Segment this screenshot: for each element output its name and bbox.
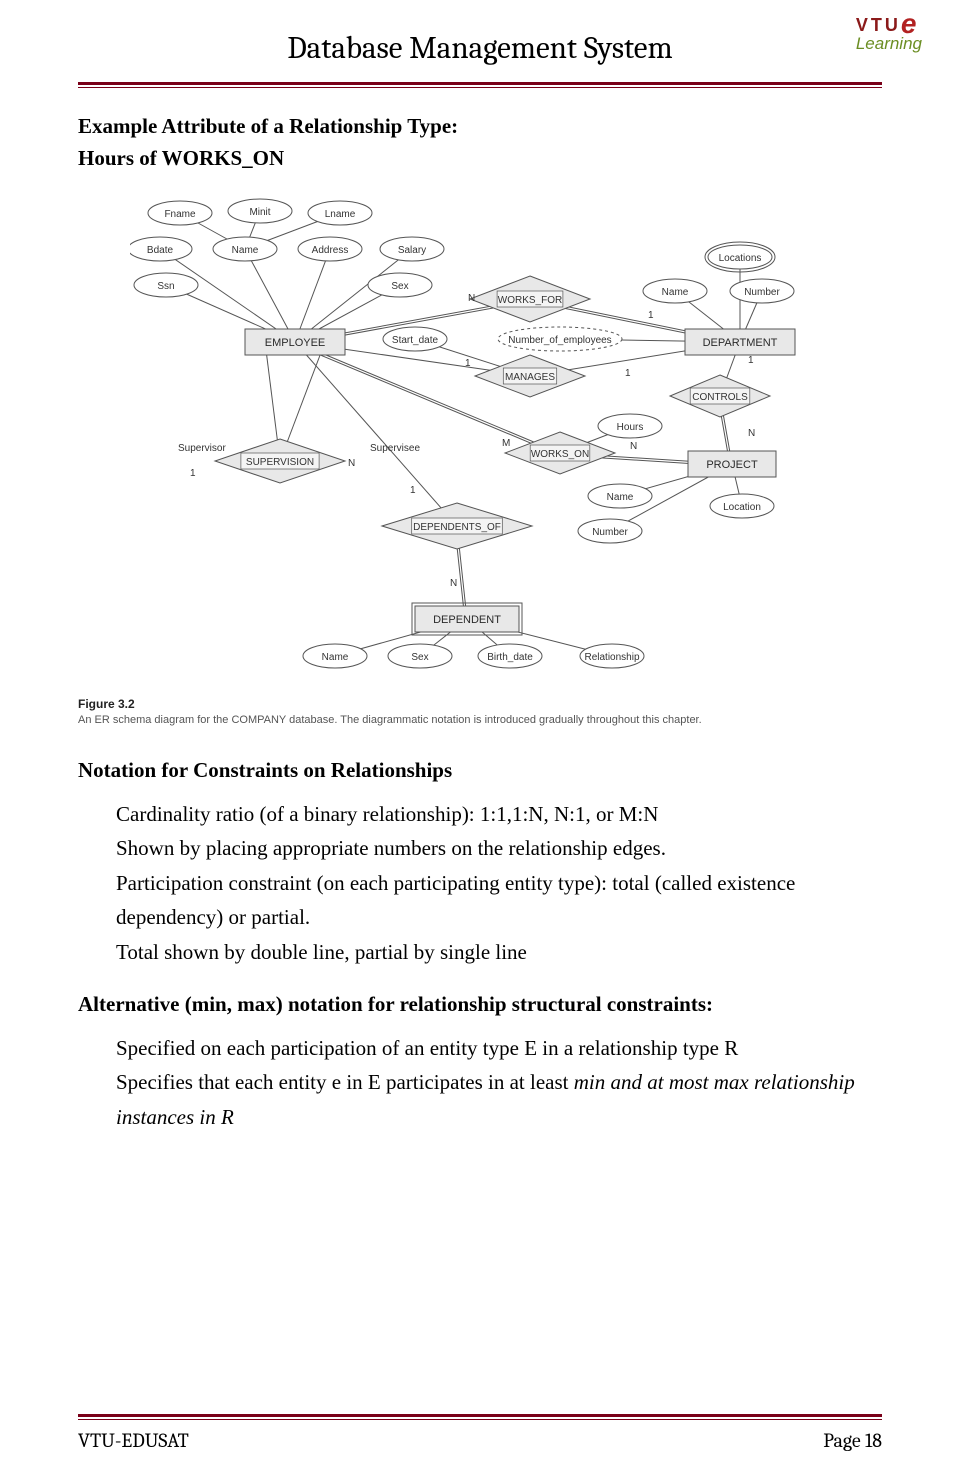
svg-text:1: 1 [410, 485, 416, 496]
svg-text:DEPENDENTS_OF: DEPENDENTS_OF [413, 522, 501, 533]
svg-text:Hours: Hours [617, 422, 644, 433]
page-title: Database Management System [78, 30, 882, 76]
section1-line1: Example Attribute of a Relationship Type… [78, 112, 882, 140]
svg-text:EMPLOYEE: EMPLOYEE [265, 337, 326, 349]
svg-text:Start_date: Start_date [392, 335, 439, 346]
svg-text:Number: Number [592, 527, 628, 538]
svg-text:Minit: Minit [249, 207, 270, 218]
svg-text:Lname: Lname [325, 209, 356, 220]
svg-text:WORKS_ON: WORKS_ON [531, 449, 589, 460]
svg-text:Number_of_employees: Number_of_employees [508, 335, 611, 346]
svg-text:N: N [748, 428, 755, 439]
header-rule [78, 82, 882, 88]
svg-text:Supervisee: Supervisee [370, 443, 420, 454]
svg-text:N: N [450, 578, 457, 589]
svg-text:Birth_date: Birth_date [487, 652, 533, 663]
svg-text:1: 1 [625, 368, 631, 379]
section1-line2: Hours of WORKS_ON [78, 144, 882, 172]
svg-text:Salary: Salary [398, 245, 426, 256]
svg-text:WORKS_FOR: WORKS_FOR [498, 295, 562, 306]
svg-text:SUPERVISION: SUPERVISION [246, 457, 314, 468]
svg-text:Address: Address [312, 245, 349, 256]
svg-text:PROJECT: PROJECT [706, 459, 758, 471]
page-footer: VTU-EDUSAT Page 18 [78, 1429, 882, 1452]
figure-caption-text: An ER schema diagram for the COMPANY dat… [78, 713, 882, 728]
svg-text:Bdate: Bdate [147, 245, 174, 256]
svg-text:Name: Name [662, 287, 689, 298]
svg-text:Number: Number [744, 287, 780, 298]
svg-text:Name: Name [322, 652, 349, 663]
page-header: VTUe Learning Database Management System [78, 30, 882, 76]
svg-text:Ssn: Ssn [157, 281, 174, 292]
svg-text:Name: Name [607, 492, 634, 503]
figure-caption-title: Figure 3.2 [78, 697, 882, 711]
svg-text:CONTROLS: CONTROLS [692, 392, 748, 403]
section2-p4: Total shown by double line, partial by s… [116, 935, 882, 970]
svg-text:N: N [348, 458, 355, 469]
section2-p1: Cardinality ratio (of a binary relations… [116, 797, 882, 832]
svg-text:1: 1 [190, 468, 196, 479]
logo-vtu-text: VTU [856, 15, 901, 35]
svg-text:Supervisor: Supervisor [178, 443, 226, 454]
section3-p1: Specified on each participation of an en… [116, 1031, 882, 1066]
svg-text:1: 1 [748, 355, 754, 366]
svg-text:Name: Name [232, 245, 259, 256]
footer-right: Page 18 [823, 1429, 882, 1452]
svg-text:1: 1 [648, 310, 654, 321]
er-diagram: Fname Minit Lname Bdate Name Address Salary Ssn… [130, 191, 830, 691]
svg-text:Sex: Sex [391, 281, 408, 292]
svg-text:Fname: Fname [164, 209, 196, 220]
footer-left: VTU-EDUSAT [78, 1429, 189, 1452]
er-diagram-container: Fname Minit Lname Bdate Name Address Salary Ssn… [78, 191, 882, 728]
svg-text:N: N [630, 441, 637, 452]
svg-text:Relationship: Relationship [584, 652, 639, 663]
svg-text:1: 1 [465, 358, 471, 369]
svg-text:MANAGES: MANAGES [505, 372, 555, 383]
section2-heading: Notation for Constraints on Relationship… [78, 758, 882, 783]
svg-text:DEPARTMENT: DEPARTMENT [703, 337, 778, 349]
svg-text:Locations: Locations [719, 253, 762, 264]
svg-text:Sex: Sex [411, 652, 428, 663]
svg-text:M: M [502, 438, 510, 449]
footer-rule [78, 1414, 882, 1420]
section3-p2: Specifies that each entity e in E partic… [116, 1065, 882, 1134]
section2-p3: Participation constraint (on each partic… [116, 866, 882, 935]
svg-text:DEPENDENT: DEPENDENT [433, 614, 501, 626]
section3-p2a: Specifies that each entity e in E partic… [116, 1070, 574, 1094]
svg-text:N: N [468, 293, 475, 304]
svg-text:Location: Location [723, 502, 761, 513]
section2-p2: Shown by placing appropriate numbers on … [116, 831, 882, 866]
logo-learning-text: Learning [856, 34, 922, 54]
section3-heading: Alternative (min, max) notation for rela… [78, 992, 882, 1017]
vtu-logo: VTUe Learning [856, 8, 922, 54]
